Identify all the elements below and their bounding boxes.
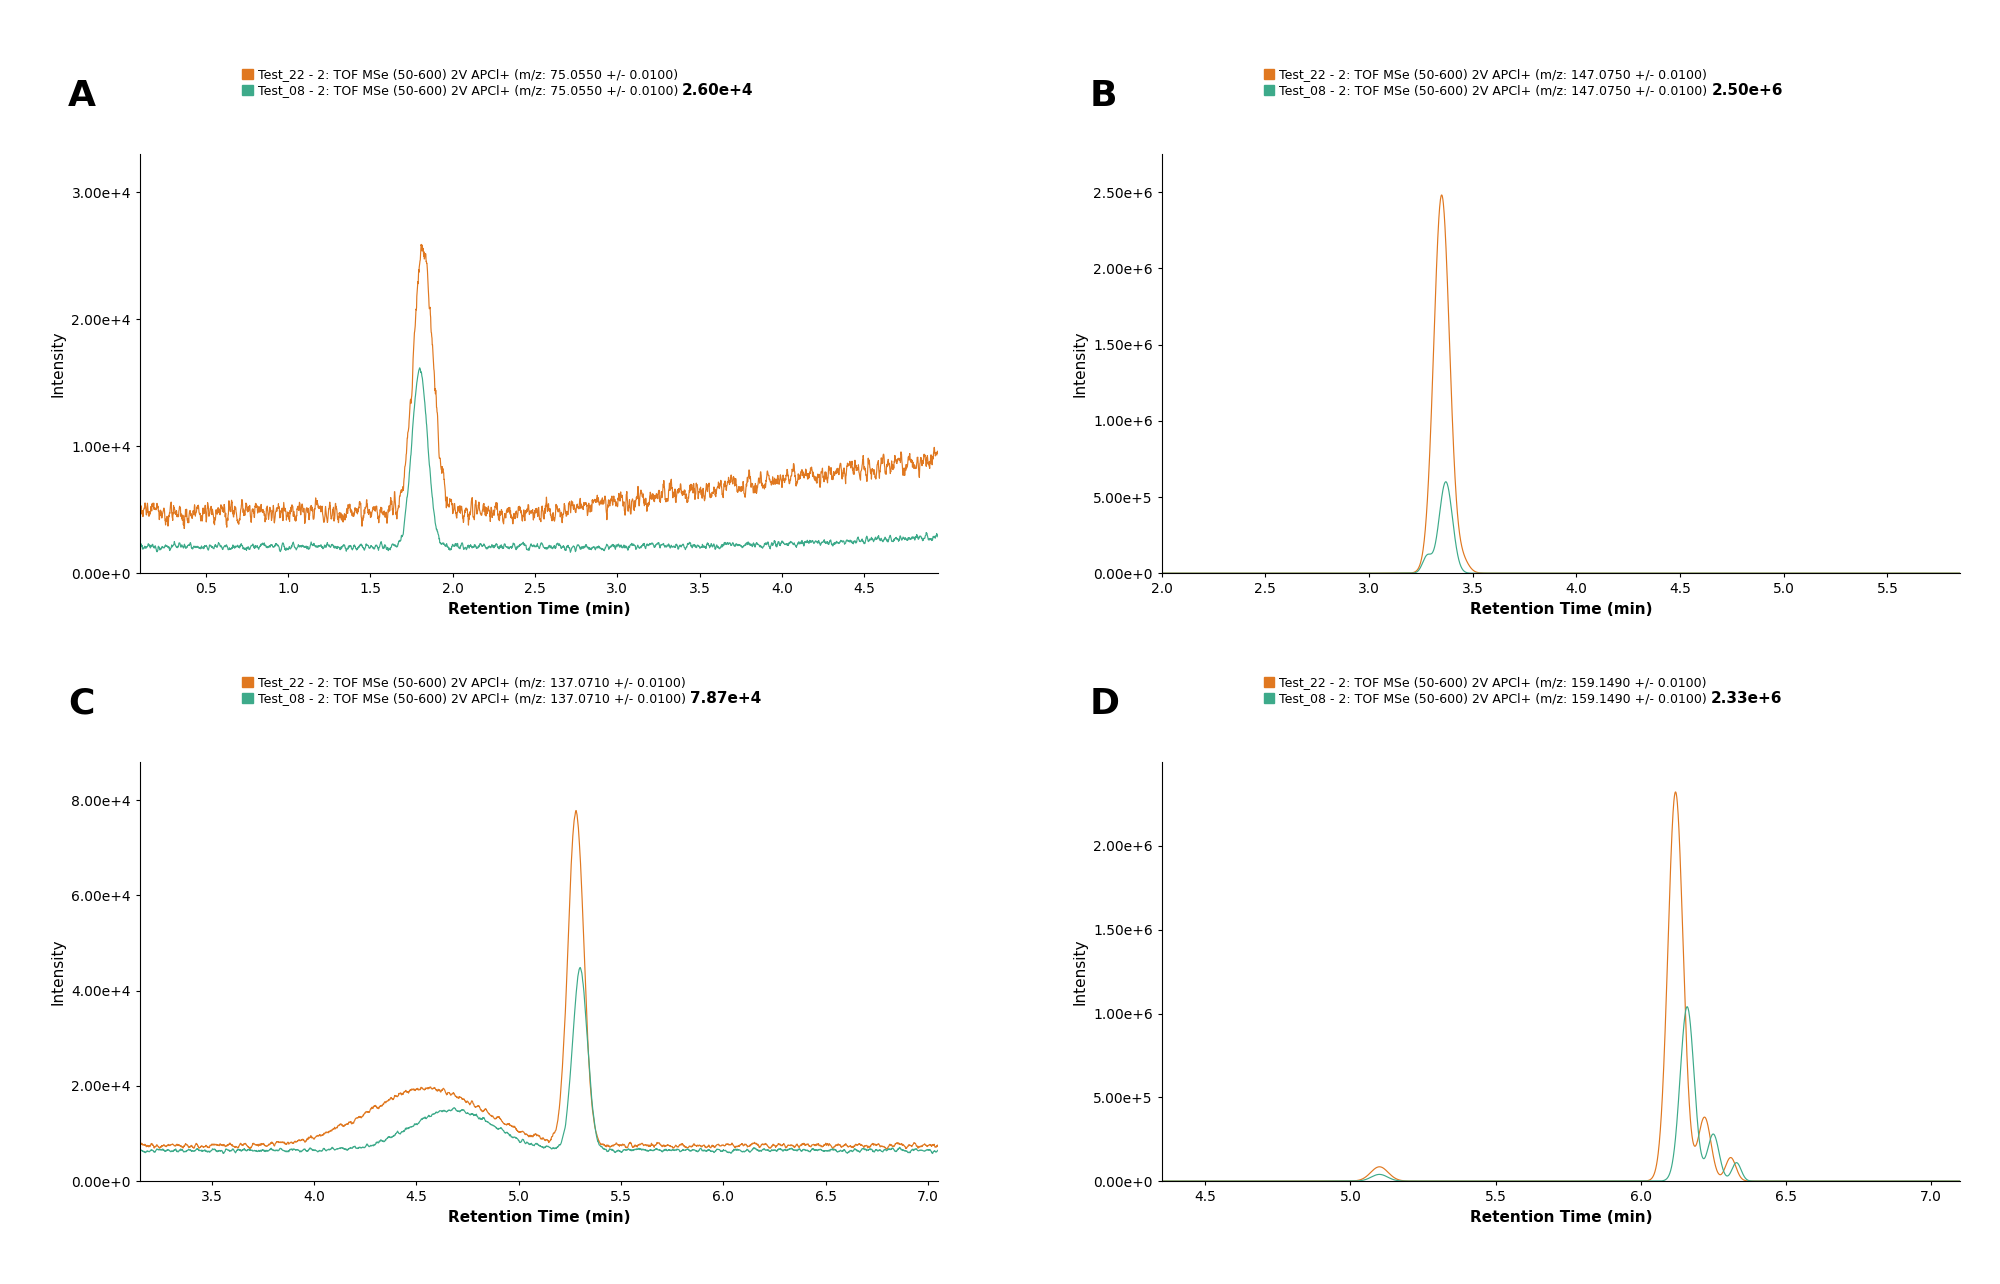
- Text: 2.60e+4: 2.60e+4: [682, 83, 754, 98]
- Text: 2.50e+6: 2.50e+6: [1712, 83, 1784, 98]
- Legend: Test_22 - 2: TOF MSe (50-600) 2V APCl+ (m/z: 137.0710 +/- 0.0100), Test_08 - 2: : Test_22 - 2: TOF MSe (50-600) 2V APCl+ (…: [242, 677, 686, 705]
- Text: A: A: [68, 78, 96, 113]
- Text: B: B: [1090, 78, 1118, 113]
- Legend: Test_22 - 2: TOF MSe (50-600) 2V APCl+ (m/z: 75.0550 +/- 0.0100), Test_08 - 2: T: Test_22 - 2: TOF MSe (50-600) 2V APCl+ (…: [242, 68, 678, 98]
- Text: 2.33e+6: 2.33e+6: [1712, 691, 1782, 706]
- Text: D: D: [1090, 687, 1120, 720]
- Legend: Test_22 - 2: TOF MSe (50-600) 2V APCl+ (m/z: 159.1490 +/- 0.0100), Test_08 - 2: : Test_22 - 2: TOF MSe (50-600) 2V APCl+ (…: [1264, 677, 1708, 705]
- Y-axis label: Intensity: Intensity: [1072, 939, 1088, 1005]
- X-axis label: Retention Time (min): Retention Time (min): [1470, 1210, 1652, 1225]
- Text: C: C: [68, 687, 94, 720]
- X-axis label: Retention Time (min): Retention Time (min): [448, 1210, 630, 1225]
- Text: 7.87e+4: 7.87e+4: [690, 691, 760, 706]
- Y-axis label: Intensity: Intensity: [1072, 330, 1088, 397]
- Legend: Test_22 - 2: TOF MSe (50-600) 2V APCl+ (m/z: 147.0750 +/- 0.0100), Test_08 - 2: : Test_22 - 2: TOF MSe (50-600) 2V APCl+ (…: [1264, 68, 1708, 98]
- X-axis label: Retention Time (min): Retention Time (min): [1470, 602, 1652, 616]
- Y-axis label: Intensity: Intensity: [50, 330, 66, 397]
- X-axis label: Retention Time (min): Retention Time (min): [448, 602, 630, 616]
- Y-axis label: Intensity: Intensity: [50, 939, 66, 1005]
